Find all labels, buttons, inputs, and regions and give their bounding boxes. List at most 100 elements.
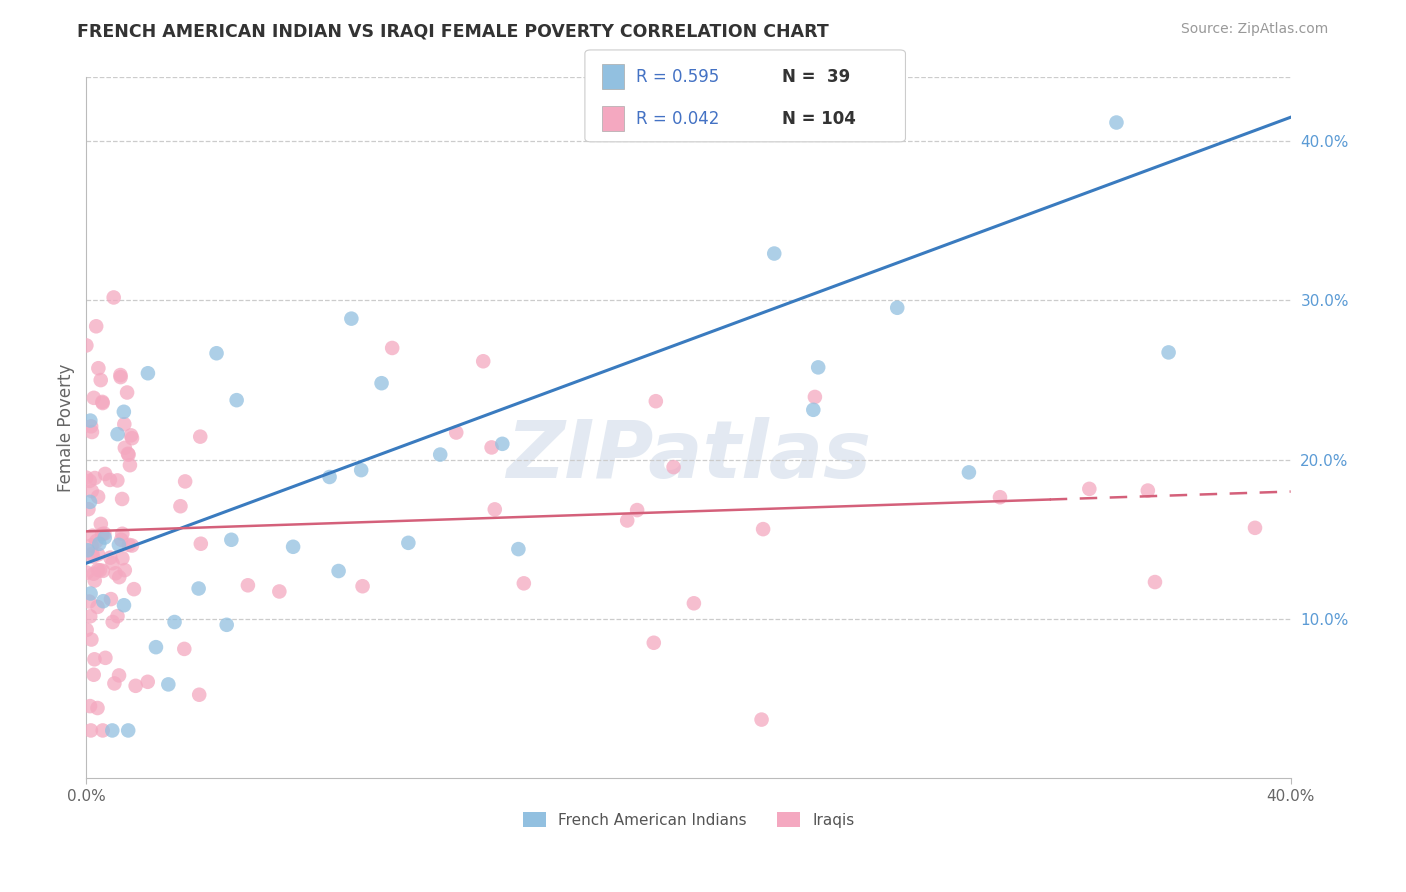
Point — [83, 667, 105, 681]
Point — [1157, 345, 1180, 359]
Point — [117, 723, 139, 738]
Point — [350, 463, 373, 477]
Point — [83, 574, 105, 588]
Point — [114, 563, 136, 577]
Point — [281, 540, 304, 554]
Point — [173, 641, 195, 656]
Point — [108, 538, 131, 552]
Point — [763, 246, 786, 260]
Point — [103, 676, 125, 690]
Point — [752, 522, 775, 536]
Point — [118, 458, 141, 473]
Point — [188, 430, 211, 444]
Point — [101, 723, 124, 738]
Point — [122, 582, 145, 596]
Point — [79, 495, 101, 509]
Point — [187, 582, 209, 596]
Point — [751, 713, 773, 727]
Point — [91, 594, 114, 608]
Point — [79, 474, 101, 488]
Point — [110, 533, 132, 547]
Point — [84, 319, 107, 334]
Point — [169, 500, 191, 514]
Point — [513, 576, 536, 591]
Point — [1244, 521, 1267, 535]
Point — [87, 361, 110, 376]
Point — [807, 360, 830, 375]
Point — [83, 391, 105, 405]
Point — [120, 428, 142, 442]
Point — [108, 570, 131, 584]
Point — [616, 514, 638, 528]
Point — [98, 473, 121, 487]
Point — [76, 623, 98, 637]
Point — [82, 549, 104, 564]
Point — [157, 677, 180, 691]
Point — [101, 556, 124, 570]
Point — [117, 447, 139, 461]
Point — [90, 516, 112, 531]
Point — [112, 417, 135, 432]
Point — [80, 723, 103, 738]
Point — [83, 566, 105, 581]
Point — [886, 301, 908, 315]
Point — [491, 437, 513, 451]
Text: FRENCH AMERICAN INDIAN VS IRAQI FEMALE POVERTY CORRELATION CHART: FRENCH AMERICAN INDIAN VS IRAQI FEMALE P… — [77, 22, 830, 40]
Point — [86, 563, 108, 577]
Point — [396, 536, 419, 550]
Point — [121, 431, 143, 445]
Point — [957, 466, 980, 480]
Point — [381, 341, 404, 355]
Point — [1136, 483, 1159, 498]
Point — [801, 402, 824, 417]
Point — [236, 578, 259, 592]
Point — [112, 405, 135, 419]
Point — [221, 533, 243, 547]
Point — [83, 471, 105, 485]
Point — [370, 376, 392, 391]
Point — [80, 425, 103, 439]
Point — [136, 366, 159, 380]
Point — [104, 566, 127, 581]
Point — [215, 617, 238, 632]
Point — [86, 701, 108, 715]
Point — [79, 586, 101, 600]
Point — [115, 385, 138, 400]
Text: Source: ZipAtlas.com: Source: ZipAtlas.com — [1181, 22, 1329, 37]
Point — [111, 551, 134, 566]
Point — [87, 548, 110, 562]
Point — [86, 533, 108, 548]
Point — [111, 526, 134, 541]
Point — [108, 668, 131, 682]
Point — [91, 395, 114, 409]
Point — [190, 537, 212, 551]
Point — [79, 609, 101, 624]
Point — [76, 543, 98, 558]
Point — [105, 474, 128, 488]
Y-axis label: Female Poverty: Female Poverty — [58, 364, 75, 492]
Text: N =  39: N = 39 — [782, 68, 851, 86]
Point — [114, 441, 136, 455]
Point — [87, 490, 110, 504]
Point — [188, 688, 211, 702]
Point — [662, 460, 685, 475]
Point — [225, 393, 247, 408]
Legend: French American Indians, Iraqis: French American Indians, Iraqis — [516, 805, 860, 834]
Point — [82, 547, 104, 561]
Point — [89, 563, 111, 577]
Point — [91, 723, 114, 738]
Point — [103, 290, 125, 304]
Point — [94, 650, 117, 665]
Text: ZIPatlas: ZIPatlas — [506, 417, 870, 495]
Point — [145, 640, 167, 655]
Point — [75, 470, 97, 484]
Point — [111, 491, 134, 506]
Point — [112, 599, 135, 613]
Point — [107, 427, 129, 442]
Point — [93, 526, 115, 541]
Point — [76, 566, 98, 580]
Point — [484, 502, 506, 516]
Text: N = 104: N = 104 — [782, 110, 856, 128]
Point — [83, 652, 105, 666]
Point — [118, 538, 141, 552]
